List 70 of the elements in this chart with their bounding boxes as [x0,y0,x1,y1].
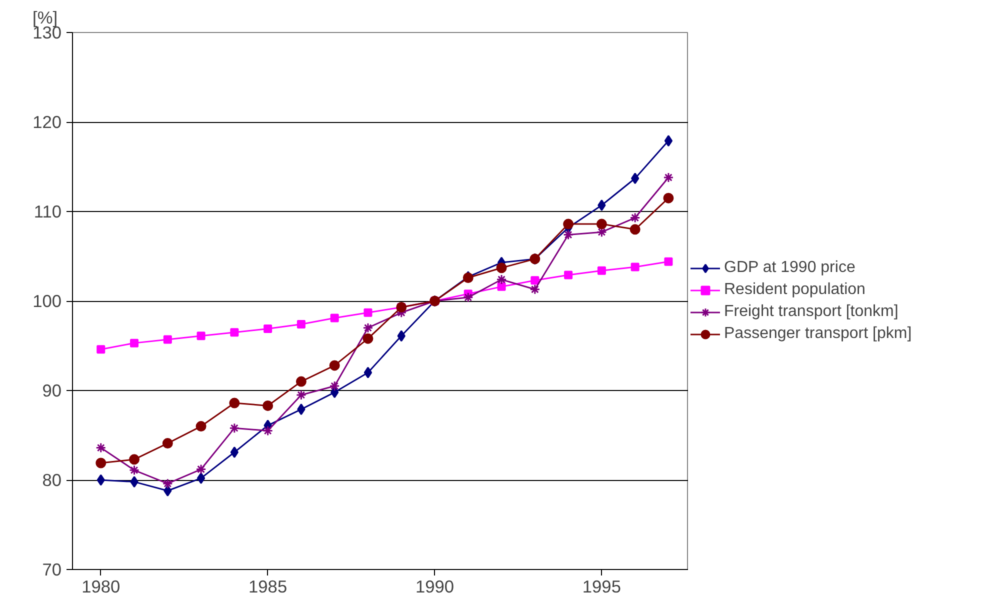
y-tick-label: 90 [42,380,62,400]
legend-label: Resident population [724,280,866,298]
point [563,218,574,230]
point [597,266,606,275]
point [129,464,140,476]
point [96,474,105,486]
point [230,446,239,458]
point [663,192,674,204]
x-tick-label: 1995 [582,576,621,596]
point [496,274,507,285]
point [364,308,372,317]
point [596,218,607,230]
point [397,330,406,342]
point [96,458,106,468]
point [130,338,139,348]
point [330,386,339,398]
point [330,314,339,322]
point [162,438,173,449]
y-tick-label: 70 [42,560,62,580]
point [497,282,506,291]
point [229,398,240,408]
point [163,335,172,344]
point [598,199,606,211]
x-tick-label: 1985 [248,576,288,596]
point [262,400,274,411]
point [530,276,540,285]
legend-label: Freight transport [tonkm] [724,302,898,320]
point [630,212,640,224]
point [130,476,138,488]
x-tick-label: 1980 [82,576,120,596]
point [362,322,374,334]
point [664,135,673,147]
point [530,284,540,295]
point [364,366,372,378]
y-tick-label: 100 [32,291,62,311]
point [329,360,340,371]
point [663,172,674,183]
point [96,442,106,454]
legend-label: GDP at 1990 price [724,258,856,276]
point [664,257,673,266]
y-tick-label: 110 [34,202,62,222]
point [496,262,507,274]
y-tick-label: 120 [32,112,62,132]
point [164,484,172,496]
point [262,426,274,436]
point [362,333,374,344]
point [630,262,640,272]
point [96,345,106,354]
point [162,478,173,489]
point [230,328,239,337]
point [296,376,306,387]
point [129,454,140,465]
y-tick-label: 80 [42,470,62,490]
point [564,270,573,280]
point [196,421,206,432]
point [297,404,306,416]
x-tick-label: 1990 [415,576,454,596]
legend-label: Passenger transport [pkm] [724,324,912,342]
point [229,422,240,434]
point [196,472,206,484]
point [462,292,474,303]
point [630,172,640,184]
point [196,332,206,340]
point [329,380,340,392]
point [296,390,306,400]
point [264,324,272,333]
point [630,224,640,235]
point [563,230,574,240]
point [196,464,206,475]
point [296,320,306,329]
